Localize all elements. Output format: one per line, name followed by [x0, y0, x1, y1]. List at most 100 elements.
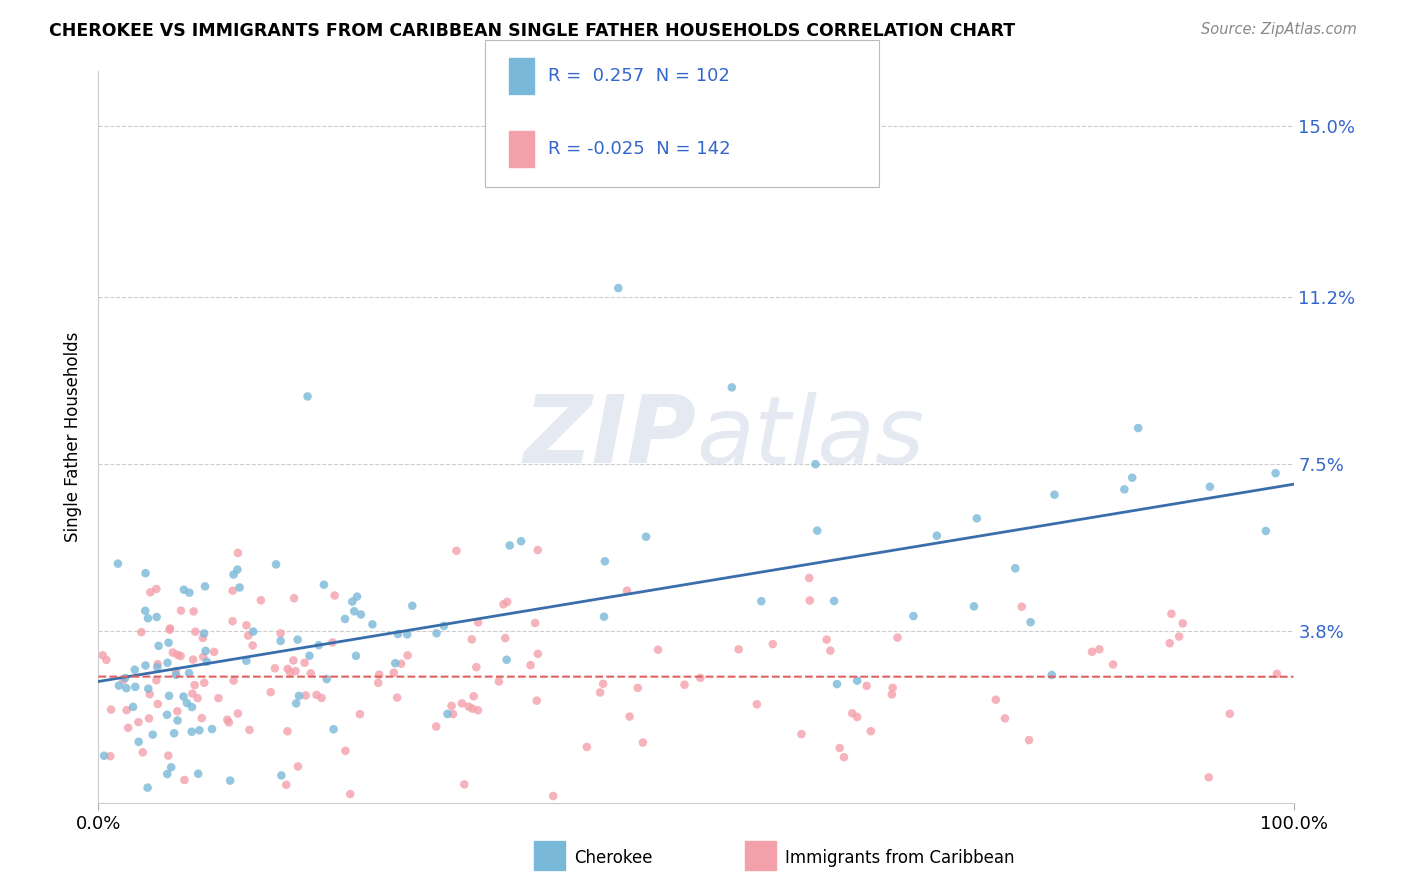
- Point: [194, 644, 217, 658]
- Point: [226, 546, 249, 560]
- Point: [721, 380, 744, 394]
- Point: [173, 772, 195, 787]
- Y-axis label: Single Father Households: Single Father Households: [65, 332, 83, 542]
- Point: [146, 657, 169, 672]
- Point: [524, 615, 547, 630]
- Point: [1114, 483, 1136, 497]
- Point: [191, 631, 214, 645]
- Point: [156, 767, 179, 781]
- Point: [526, 693, 548, 707]
- Point: [117, 721, 139, 735]
- Point: [139, 585, 162, 599]
- Point: [166, 704, 188, 718]
- Point: [963, 599, 986, 614]
- Point: [903, 609, 925, 624]
- Point: [165, 664, 187, 678]
- Point: [436, 706, 458, 721]
- Point: [169, 648, 191, 663]
- Point: [527, 647, 550, 661]
- Point: [222, 567, 245, 582]
- Point: [163, 726, 186, 740]
- Point: [183, 604, 205, 618]
- Point: [886, 631, 908, 645]
- Point: [1011, 599, 1033, 614]
- Point: [108, 679, 131, 693]
- Text: Cherokee: Cherokee: [574, 849, 652, 867]
- Point: [461, 632, 484, 647]
- Point: [1171, 616, 1194, 631]
- Point: [440, 698, 463, 713]
- Point: [181, 687, 204, 701]
- Point: [433, 619, 456, 633]
- Point: [124, 663, 146, 677]
- Point: [191, 649, 214, 664]
- Point: [162, 646, 184, 660]
- Point: [467, 615, 489, 630]
- Point: [495, 653, 517, 667]
- Point: [195, 655, 218, 669]
- Point: [749, 594, 772, 608]
- Point: [1040, 668, 1063, 682]
- Point: [519, 658, 541, 673]
- Point: [880, 688, 903, 702]
- Point: [166, 714, 188, 728]
- Point: [499, 538, 522, 552]
- Point: [221, 583, 243, 598]
- Point: [321, 635, 343, 649]
- Point: [1088, 642, 1111, 657]
- Point: [132, 745, 155, 759]
- Point: [541, 789, 564, 803]
- Point: [1198, 770, 1220, 784]
- Point: [166, 648, 188, 662]
- Point: [124, 680, 146, 694]
- Point: [335, 744, 357, 758]
- Point: [138, 687, 160, 701]
- Point: [799, 571, 821, 585]
- Point: [260, 685, 283, 699]
- Point: [100, 702, 122, 716]
- Point: [93, 748, 115, 763]
- Point: [270, 634, 292, 648]
- Text: Immigrants from Caribbean: Immigrants from Caribbean: [785, 849, 1014, 867]
- Point: [159, 622, 181, 636]
- Point: [451, 697, 474, 711]
- Text: atlas: atlas: [696, 392, 924, 483]
- Point: [339, 787, 361, 801]
- Point: [176, 696, 198, 710]
- Point: [190, 711, 212, 725]
- Point: [727, 642, 749, 657]
- Point: [107, 557, 129, 571]
- Point: [333, 612, 356, 626]
- Point: [165, 668, 187, 682]
- Point: [510, 534, 533, 549]
- Point: [138, 711, 160, 725]
- Point: [593, 554, 616, 568]
- Point: [96, 653, 118, 667]
- Point: [235, 654, 257, 668]
- Point: [115, 681, 138, 696]
- Point: [270, 626, 292, 640]
- Point: [222, 673, 245, 688]
- Point: [187, 766, 209, 780]
- Point: [343, 604, 366, 618]
- Point: [170, 604, 193, 618]
- Point: [385, 690, 408, 705]
- Point: [156, 707, 179, 722]
- Point: [177, 666, 200, 681]
- Point: [145, 582, 167, 596]
- Point: [607, 281, 630, 295]
- Point: [297, 389, 319, 403]
- Point: [193, 675, 215, 690]
- Point: [242, 639, 264, 653]
- Point: [467, 703, 489, 717]
- Point: [294, 689, 316, 703]
- Point: [589, 685, 612, 699]
- Point: [221, 614, 243, 628]
- Point: [1265, 666, 1288, 681]
- Point: [453, 777, 475, 791]
- Point: [218, 715, 240, 730]
- Point: [278, 665, 301, 680]
- Text: R =  0.257  N = 102: R = 0.257 N = 102: [548, 67, 730, 85]
- Point: [494, 631, 516, 645]
- Point: [1004, 561, 1026, 575]
